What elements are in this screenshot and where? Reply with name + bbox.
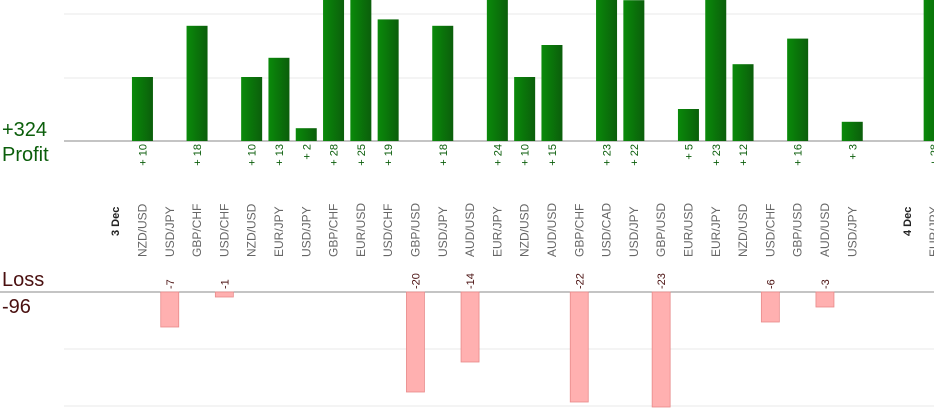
- profit-total: +324: [2, 119, 48, 141]
- profit-value-label: + 28: [929, 144, 934, 166]
- pair-label: USD/CHF: [381, 204, 395, 257]
- loss-label: Loss: [2, 269, 45, 291]
- profit-bar: [268, 57, 290, 141]
- profit-bar: [541, 45, 563, 141]
- loss-value-label: -20: [410, 273, 422, 289]
- loss-bar: [651, 291, 671, 408]
- loss-value-label: -3: [820, 279, 832, 289]
- profit-value-label: + 5: [683, 144, 695, 160]
- profit-value-label: + 12: [738, 144, 750, 166]
- profit-bar: [241, 77, 263, 141]
- pair-label: USD/JPY: [627, 206, 641, 257]
- loss-bar: [760, 291, 780, 323]
- pair-label: USD/CHF: [217, 204, 231, 257]
- pair-label: USD/CAD: [600, 203, 614, 257]
- loss-bar: [569, 291, 589, 403]
- pair-label: NZD/USD: [518, 203, 532, 257]
- pair-label: NZD/USD: [736, 203, 750, 257]
- pair-label: EUR/USD: [354, 203, 368, 257]
- profit-bar: [186, 25, 208, 141]
- profit-value-label: + 15: [547, 144, 559, 166]
- profit-value-label: + 19: [383, 144, 395, 166]
- pair-label: GBP/USD: [408, 203, 422, 257]
- loss-value-label: -1: [219, 279, 231, 289]
- pair-label: EUR/JPY: [272, 206, 286, 257]
- pair-label: USD/JPY: [299, 206, 313, 257]
- profit-value-label: + 25: [356, 144, 368, 166]
- pair-label: EUR/JPY: [709, 206, 723, 257]
- pair-label: EUR/JPY: [927, 206, 934, 257]
- profit-value-label: + 10: [137, 144, 149, 166]
- pair-label: USD/CHF: [763, 204, 777, 257]
- profit-bar: [705, 0, 727, 141]
- loss-value-label: -23: [656, 273, 668, 289]
- profit-bar: [596, 0, 618, 141]
- profit-value-label: + 10: [247, 144, 259, 166]
- profit-value-label: + 23: [711, 144, 723, 166]
- loss-total: -96: [2, 296, 31, 318]
- loss-bar: [214, 291, 234, 298]
- profit-bar: [923, 0, 934, 141]
- profit-value-label: + 2: [301, 144, 313, 160]
- loss-value-label: -7: [165, 279, 177, 289]
- profit-bar: [323, 0, 345, 141]
- pair-label: NZD/USD: [135, 203, 149, 257]
- profit-bar: [514, 77, 536, 141]
- profit-bar: [377, 19, 399, 141]
- pair-label: GBP/CHF: [572, 204, 586, 257]
- pair-label: EUR/USD: [681, 203, 695, 257]
- loss-value-label: -22: [574, 273, 586, 289]
- pair-label: NZD/USD: [245, 203, 259, 257]
- pair-label: AUD/USD: [545, 203, 559, 257]
- pair-label: AUD/USD: [818, 203, 832, 257]
- loss-bar: [815, 291, 835, 308]
- profit-bar: [787, 38, 809, 141]
- profit-bar: [350, 0, 372, 141]
- date-label: 4 Dec: [902, 207, 914, 236]
- loss-bar: [460, 291, 480, 363]
- pair-label: GBP/USD: [654, 203, 668, 257]
- pair-label: GBP/CHF: [327, 204, 341, 257]
- profit-bar: [486, 0, 508, 142]
- profit-value-label: + 24: [492, 144, 504, 166]
- profit-bar: [841, 121, 863, 141]
- pair-label: USD/JPY: [436, 206, 450, 257]
- date-label: 3 Dec: [110, 207, 122, 236]
- pair-label: USD/JPY: [845, 206, 859, 257]
- pair-label: EUR/JPY: [490, 206, 504, 257]
- profit-value-label: + 28: [329, 144, 341, 166]
- profit-bar: [732, 64, 754, 141]
- profit-value-label: + 3: [847, 144, 859, 160]
- loss-value-label: -6: [765, 279, 777, 289]
- profit-value-label: + 16: [793, 144, 805, 166]
- profit-bar: [432, 25, 454, 141]
- profit-value-label: + 22: [629, 144, 641, 166]
- pair-label: AUD/USD: [463, 203, 477, 257]
- bars: [131, 0, 934, 408]
- pair-label: GBP/CHF: [190, 204, 204, 257]
- profit-bar: [623, 0, 645, 142]
- profit-value-label: + 10: [520, 144, 532, 166]
- loss-bar: [406, 291, 425, 393]
- pair-label: USD/JPY: [163, 206, 177, 257]
- labels: 3 Dec 4 Dec NZD/USD + 10 USD/JPY -7 GBP/CHF + 1…: [110, 144, 934, 289]
- loss-bar: [160, 291, 180, 328]
- profit-bar: [295, 128, 317, 141]
- profit-value-label: + 13: [274, 144, 286, 166]
- profit-value-label: + 18: [438, 144, 450, 166]
- profit-bar: [131, 77, 153, 141]
- profit-value-label: + 18: [192, 144, 204, 166]
- pair-label: GBP/USD: [791, 203, 805, 257]
- profit-value-label: + 23: [602, 144, 614, 166]
- loss-value-label: -14: [465, 273, 477, 289]
- profit-bar: [677, 109, 699, 141]
- profit-label: Profit: [2, 144, 49, 166]
